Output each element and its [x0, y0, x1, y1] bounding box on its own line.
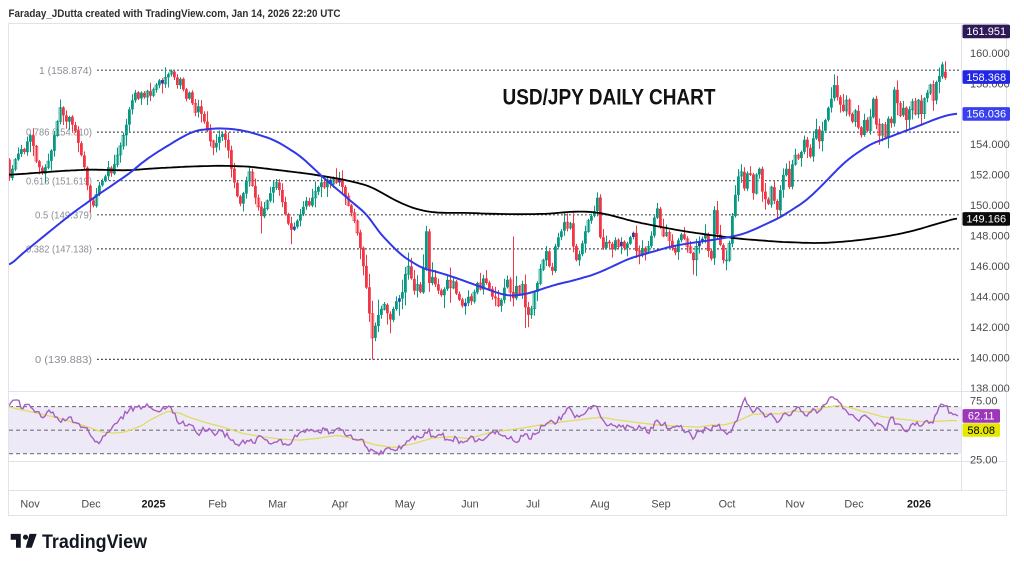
svg-text:142.000: 142.000	[970, 322, 1010, 334]
svg-text:May: May	[395, 499, 416, 511]
svg-text:Feb: Feb	[208, 499, 227, 511]
svg-text:150.000: 150.000	[970, 200, 1010, 212]
svg-text:Jun: Jun	[461, 499, 478, 511]
svg-text:148.000: 148.000	[970, 231, 1010, 243]
svg-text:1 (158.874): 1 (158.874)	[39, 65, 92, 77]
svg-text:2026: 2026	[907, 499, 931, 511]
svg-text:158.368: 158.368	[966, 72, 1006, 84]
svg-text:Sep: Sep	[651, 499, 670, 511]
svg-text:152.000: 152.000	[970, 170, 1010, 182]
svg-text:USD/JPY DAILY CHART: USD/JPY DAILY CHART	[503, 85, 716, 110]
svg-text:149.166: 149.166	[966, 214, 1006, 226]
svg-text:156.036: 156.036	[966, 109, 1006, 121]
svg-text:0.5 (149.379): 0.5 (149.379)	[35, 209, 92, 221]
svg-text:0.382 (147.138): 0.382 (147.138)	[26, 244, 92, 256]
svg-text:146.000: 146.000	[970, 261, 1010, 273]
svg-text:Faraday_JDutta created with Tr: Faraday_JDutta created with TradingView.…	[9, 8, 341, 20]
svg-text:Aug: Aug	[590, 499, 609, 511]
svg-text:58.08: 58.08	[967, 425, 995, 437]
svg-text:Oct: Oct	[719, 499, 736, 511]
svg-text:75.00: 75.00	[970, 396, 998, 408]
svg-text:TradingView: TradingView	[42, 531, 148, 553]
svg-text:140.000: 140.000	[970, 352, 1010, 364]
svg-text:0 (139.883): 0 (139.883)	[35, 354, 92, 366]
svg-text:2025: 2025	[141, 499, 165, 511]
svg-text:Apr: Apr	[332, 499, 349, 511]
svg-text:Jul: Jul	[526, 499, 540, 511]
svg-text:Nov: Nov	[20, 499, 40, 511]
svg-text:160.000: 160.000	[970, 48, 1010, 60]
svg-text:144.000: 144.000	[970, 292, 1010, 304]
svg-text:62.11: 62.11	[968, 411, 995, 423]
svg-text:154.000: 154.000	[970, 139, 1010, 151]
svg-text:Nov: Nov	[785, 499, 805, 511]
svg-text:Mar: Mar	[268, 499, 287, 511]
svg-text:Dec: Dec	[81, 499, 101, 511]
svg-text:138.000: 138.000	[970, 383, 1010, 395]
svg-text:0.618 (151.619): 0.618 (151.619)	[26, 175, 92, 187]
svg-text:Dec: Dec	[844, 499, 864, 511]
svg-text:25.00: 25.00	[970, 454, 998, 466]
svg-text:161.951: 161.951	[966, 26, 1006, 38]
